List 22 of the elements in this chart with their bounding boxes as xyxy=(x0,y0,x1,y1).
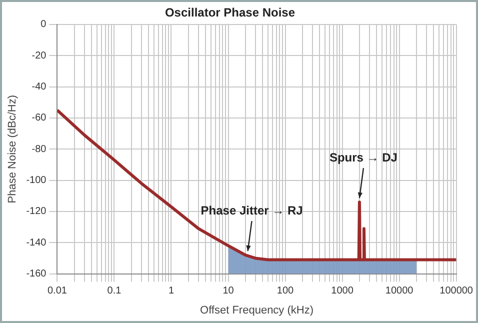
y-tick-label: -120 xyxy=(26,206,47,218)
x-tick-label: 1 xyxy=(168,286,174,297)
annotation: Spurs → DJ xyxy=(329,150,398,164)
y-tick-label: -60 xyxy=(32,112,47,124)
annotation: Phase Jitter → RJ xyxy=(200,203,303,218)
y-axis-title: Phase Noise (dBc/Hz) xyxy=(6,94,19,204)
x-tick-label: 0.01 xyxy=(47,286,68,297)
y-tick-label: -140 xyxy=(26,237,47,248)
chart-title: Oscillator Phase Noise xyxy=(164,6,296,20)
x-tick-label: 100000 xyxy=(440,286,474,297)
x-tick-label: 1000 xyxy=(331,286,354,297)
y-tick-label: -20 xyxy=(32,50,47,62)
y-tick-label: -160 xyxy=(26,268,47,280)
y-tick-label: -40 xyxy=(32,82,47,92)
x-tick-label: 10 xyxy=(222,286,234,297)
x-tick-label: 0.1 xyxy=(107,286,122,297)
x-tick-label: 10000 xyxy=(385,286,414,297)
x-axis-title: Offset Frequency (kHz) xyxy=(200,304,314,316)
y-tick-label: 0 xyxy=(40,19,47,30)
y-tick-label: -100 xyxy=(26,175,47,186)
x-tick-label: 100 xyxy=(276,286,294,297)
y-tick-label: -80 xyxy=(32,144,47,155)
